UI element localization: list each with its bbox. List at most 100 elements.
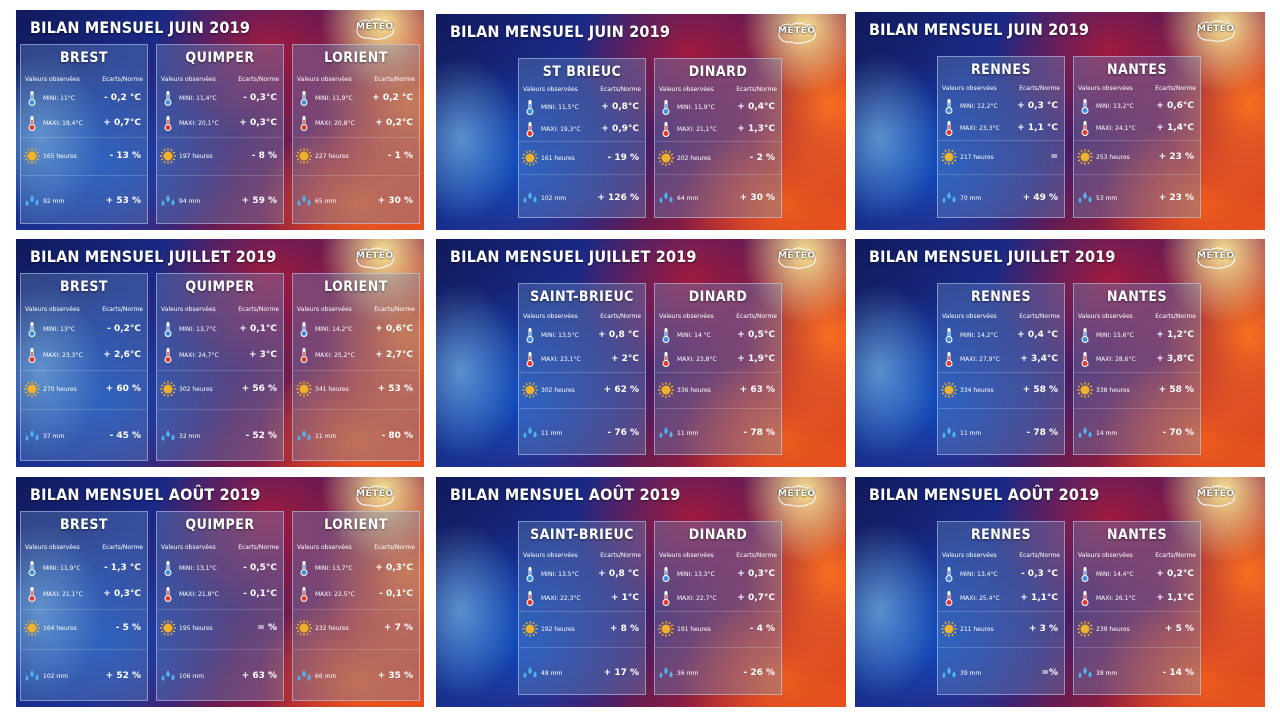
sun-value: 302 heures — [541, 386, 575, 394]
sun-value: 217 heures — [960, 153, 994, 161]
thermometer-hot-icon — [164, 348, 172, 363]
sun-deviation: + 56 % — [241, 384, 277, 394]
maxi-value: MAXI: 19,3°C — [541, 125, 581, 133]
min-temp-row: MINI: 12,2°C + 0,3 °C — [938, 98, 1064, 114]
panel-title: BILAN MENSUEL JUILLET 2019 — [450, 247, 697, 266]
maxi-deviation: + 0,7°C — [737, 593, 775, 603]
divider — [938, 174, 1064, 175]
mini-value: MINI: 14,4°C — [1096, 570, 1134, 578]
thermometer-cold-icon — [945, 567, 953, 582]
sun-deviation: - 19 % — [607, 153, 639, 163]
max-temp-row: MAXI: 23,8°C + 1,9°C — [655, 351, 781, 367]
min-temp-row: MINI: 14,2°C + 0,4 °C — [938, 327, 1064, 343]
monthly-summary-panel: BILAN MENSUEL JUIN 2019 MÉTÉO BREST Valeurs… — [16, 10, 424, 230]
thermometer-hot-icon — [300, 587, 308, 602]
thermometer-cold-icon — [300, 322, 308, 337]
sun-icon — [296, 381, 312, 397]
observed-values-header: Valeurs observées — [161, 76, 216, 83]
thermometer-hot-icon — [164, 587, 172, 602]
sun-icon — [941, 382, 957, 398]
max-temp-row: MAXI: 19,4°C + 0,7°C — [21, 115, 147, 131]
mini-value: MINI: 13,2°C — [1096, 102, 1134, 110]
rain-value: 11 mm — [315, 432, 337, 440]
monthly-summary-panel: BILAN MENSUEL JUIN 2019 MÉTÉO ST BRIEUC Val… — [436, 14, 846, 230]
city-card: DINARD Valeurs observées Ecarts/Norme MINI:… — [654, 58, 782, 218]
divider — [519, 141, 645, 142]
maxi-deviation: + 1,1°C — [1020, 593, 1058, 603]
mini-value: MINI: 13,7°C — [179, 325, 217, 333]
mini-deviation: + 1,2°C — [1156, 330, 1194, 340]
thermometer-cold-icon — [300, 561, 308, 576]
min-temp-row: MINI: 13,7°C + 0,3°C — [293, 560, 419, 576]
rain-value: 65 mm — [315, 197, 337, 205]
city-name: NANTES — [1106, 289, 1168, 305]
rain-value: 37 mm — [43, 432, 65, 440]
city-card: SAINT-BRIEUC Valeurs observées Ecarts/Norm… — [518, 283, 646, 455]
maxi-value: MAXI: 20,8°C — [315, 119, 355, 127]
rainfall-row: 102 mm + 52 % — [21, 668, 147, 684]
mini-value: MINI: 12,2°C — [960, 102, 998, 110]
sunshine-row: 338 heures + 58 % — [1074, 382, 1200, 398]
rain-value: 36 mm — [677, 669, 699, 677]
meteo-logo: MÉTÉO — [776, 482, 818, 510]
observed-values-header: Valeurs observées — [25, 306, 80, 313]
thermometer-cold-icon — [164, 91, 172, 106]
min-temp-row: MINI: 13,2°C + 0,6°C — [1074, 98, 1200, 114]
rain-deviation: + 49 % — [1022, 193, 1058, 203]
thermometer-hot-icon — [1081, 352, 1089, 367]
divider — [655, 174, 781, 175]
maxi-value: MAXI: 28,6°C — [1096, 355, 1136, 363]
city-name: RENNES — [970, 62, 1032, 78]
min-temp-row: MINI: 14,4°C + 0,2°C — [1074, 566, 1200, 582]
mini-value: MINI: 13,7°C — [315, 564, 353, 572]
sun-value: 197 heures — [179, 152, 213, 160]
rain-deviation: + 52 % — [105, 671, 141, 681]
rain-deviation: - 52 % — [245, 431, 277, 441]
sun-value: 191 heures — [677, 625, 711, 633]
raindrops-icon — [1078, 667, 1092, 678]
sunshine-row: 336 heures + 63 % — [655, 382, 781, 398]
meteo-logo: MÉTÉO — [1195, 244, 1237, 272]
mini-value: MINI: 14,2°C — [960, 331, 998, 339]
sun-deviation: - 5 % — [115, 623, 141, 633]
min-temp-row: MINI: 13,1°C - 0,5°C — [157, 560, 283, 576]
maxi-deviation: + 1,1 °C — [1017, 123, 1058, 133]
meteo-logo: MÉTÉO — [776, 19, 818, 47]
maxi-value: MAXI: 20,1°C — [179, 119, 219, 127]
raindrops-icon — [659, 667, 673, 678]
rain-value: 70 mm — [960, 194, 982, 202]
rain-value: 39 mm — [960, 669, 982, 677]
sun-value: 227 heures — [315, 152, 349, 160]
meteo-logo: MÉTÉO — [1195, 482, 1237, 510]
city-card: RENNES Valeurs observées Ecarts/Norme MINI:… — [937, 56, 1065, 218]
norm-deviation-header: Ecarts/Norme — [238, 544, 279, 551]
max-temp-row: MAXI: 24,7°C + 3°C — [157, 347, 283, 363]
maxi-deviation: + 3,8°C — [1156, 354, 1194, 364]
panel-title: BILAN MENSUEL JUIN 2019 — [869, 20, 1090, 39]
sun-deviation: + 3 % — [1028, 624, 1058, 634]
divider — [519, 611, 645, 612]
min-temp-row: MINI: 14 °C + 0,5°C — [655, 327, 781, 343]
min-temp-row: MINI: 13,5°C + 0,8 °C — [519, 327, 645, 343]
sun-value: 270 heures — [43, 385, 77, 393]
maxi-deviation: + 2,6°C — [103, 350, 141, 360]
region-map-icon — [356, 247, 394, 269]
sun-icon — [1077, 149, 1093, 165]
rain-value: 11 mm — [960, 429, 982, 437]
min-temp-row: MINI: 11,5°C + 0,8°C — [519, 99, 645, 115]
maxi-deviation: + 2,7°C — [375, 350, 413, 360]
maxi-value: MAXI: 19,4°C — [43, 119, 83, 127]
rain-deviation: + 126 % — [597, 193, 639, 203]
mini-deviation: + 0,2°C — [1156, 569, 1194, 579]
sun-deviation: + 60 % — [105, 384, 141, 394]
min-temp-row: MINI: 13,3°C + 0,3°C — [655, 566, 781, 582]
panel-title: BILAN MENSUEL AOÛT 2019 — [869, 485, 1100, 504]
norm-deviation-header: Ecarts/Norme — [238, 306, 279, 313]
rain-value: 64 mm — [677, 194, 699, 202]
min-temp-row: MINI: 11,4°C - 0,3°C — [157, 90, 283, 106]
min-temp-row: MINI: 13°C - 0,2°C — [21, 321, 147, 337]
min-temp-row: MINI: 13,5°C + 0,8 °C — [519, 566, 645, 582]
thermometer-cold-icon — [164, 561, 172, 576]
mini-value: MINI: 13,1°C — [179, 564, 217, 572]
city-name: RENNES — [970, 289, 1032, 305]
